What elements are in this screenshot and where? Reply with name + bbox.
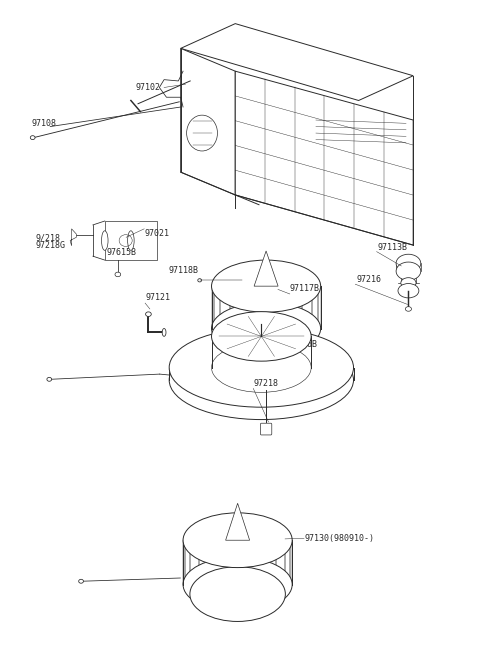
Ellipse shape (102, 231, 108, 250)
Polygon shape (70, 229, 76, 246)
Ellipse shape (398, 284, 419, 298)
Ellipse shape (30, 136, 35, 139)
Polygon shape (180, 24, 413, 101)
Ellipse shape (190, 567, 286, 622)
Text: 97218G: 97218G (35, 241, 65, 250)
Ellipse shape (405, 307, 411, 311)
Ellipse shape (187, 115, 217, 151)
FancyBboxPatch shape (261, 423, 272, 435)
Ellipse shape (212, 311, 311, 361)
Text: 97116B: 97116B (288, 340, 317, 350)
Text: 97021: 97021 (144, 229, 169, 238)
Polygon shape (105, 221, 157, 260)
Ellipse shape (212, 302, 321, 355)
Text: 97102: 97102 (136, 83, 161, 92)
Ellipse shape (401, 278, 416, 288)
Text: 97118B: 97118B (169, 266, 199, 275)
Ellipse shape (396, 254, 421, 273)
Ellipse shape (47, 377, 52, 381)
Ellipse shape (79, 579, 84, 583)
Ellipse shape (169, 340, 353, 420)
Polygon shape (235, 71, 413, 245)
Text: 97121: 97121 (145, 294, 170, 302)
Ellipse shape (396, 262, 421, 281)
Ellipse shape (212, 260, 321, 312)
Ellipse shape (128, 231, 134, 250)
Polygon shape (180, 49, 235, 195)
Text: 97108: 97108 (31, 119, 56, 128)
Text: 97615B: 97615B (106, 248, 136, 257)
Polygon shape (254, 251, 278, 286)
Ellipse shape (145, 312, 151, 317)
Ellipse shape (162, 328, 166, 336)
Ellipse shape (169, 328, 353, 407)
Polygon shape (226, 503, 250, 540)
Ellipse shape (115, 272, 120, 277)
Text: 9/218: 9/218 (35, 233, 60, 242)
Ellipse shape (183, 513, 292, 568)
Text: 97117B: 97117B (290, 284, 320, 293)
Text: 97216: 97216 (356, 275, 381, 284)
Ellipse shape (198, 279, 202, 282)
Text: 97113B: 97113B (378, 242, 408, 252)
Text: 97130(980910-): 97130(980910-) (305, 533, 375, 543)
Ellipse shape (183, 557, 292, 612)
Text: 97218: 97218 (253, 380, 278, 388)
